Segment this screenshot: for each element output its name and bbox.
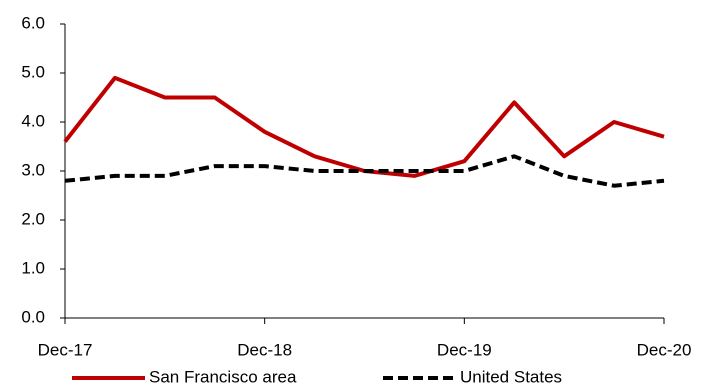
y-tick-label: 1.0 xyxy=(21,258,45,277)
legend-label: San Francisco area xyxy=(149,367,297,386)
series-line xyxy=(64,154,665,188)
y-tick-label: 3.0 xyxy=(21,160,45,179)
x-tick-label: Dec-20 xyxy=(637,340,692,359)
y-tick-label: 5.0 xyxy=(21,62,45,81)
x-tick-label: Dec-17 xyxy=(38,340,93,359)
y-tick-label: 6.0 xyxy=(21,13,45,32)
y-tick-label: 0.0 xyxy=(21,307,45,326)
y-tick-label: 2.0 xyxy=(21,209,45,228)
y-tick-label: 4.0 xyxy=(21,111,45,130)
x-tick-label: Dec-18 xyxy=(237,340,292,359)
series-line xyxy=(63,75,665,178)
x-tick-label: Dec-19 xyxy=(437,340,492,359)
legend-label: United States xyxy=(460,367,562,386)
